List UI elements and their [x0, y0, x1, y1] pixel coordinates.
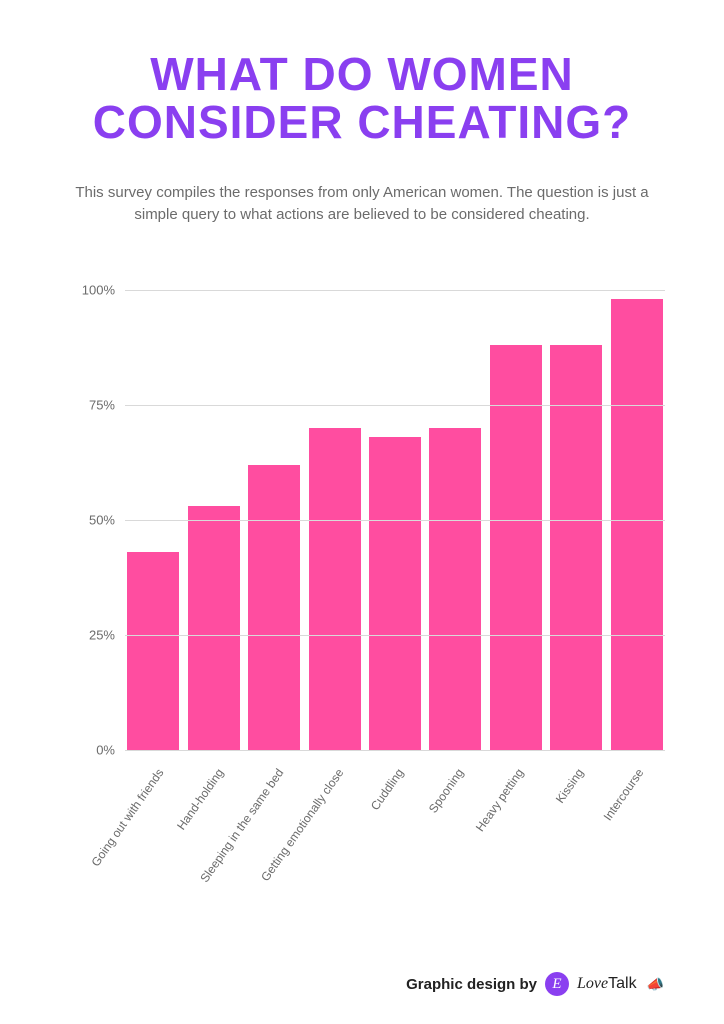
x-label-slot: Heavy petting [489, 758, 541, 908]
y-axis-label: 25% [55, 628, 115, 643]
bar [309, 428, 361, 750]
x-axis-label: Kissing [553, 766, 587, 806]
x-label-slot: Kissing [549, 758, 601, 908]
x-label-slot: Spooning [429, 758, 481, 908]
bar [248, 465, 300, 750]
plot-area [125, 290, 665, 750]
brand-name: LoveTalk [577, 975, 637, 993]
bar [429, 428, 481, 750]
x-axis-label: Going out with friends [88, 766, 166, 869]
x-label-slot: Getting emotionally close [309, 758, 361, 908]
gridline [125, 405, 665, 406]
footer-credit: Graphic design by E LoveTalk 📣 [406, 972, 664, 996]
x-axis-label: Hand-holding [174, 766, 226, 833]
y-axis-label: 50% [55, 513, 115, 528]
logo-badge-icon: E [545, 972, 569, 996]
bar [188, 506, 240, 750]
y-axis-label: 100% [55, 283, 115, 298]
bar [127, 552, 179, 750]
x-axis-label: Cuddling [368, 766, 407, 813]
x-label-slot: Intercourse [609, 758, 661, 908]
subtitle-text: This survey compiles the responses from … [0, 147, 724, 227]
x-label-slot: Going out with friends [129, 758, 181, 908]
y-axis-label: 0% [55, 743, 115, 758]
gridline [125, 520, 665, 521]
bar [369, 437, 421, 750]
x-axis-label: Spooning [426, 766, 467, 816]
x-axis-label: Intercourse [601, 766, 647, 823]
bar-chart: Going out with friendsHand-holdingSleepi… [55, 290, 675, 910]
megaphone-icon: 📣 [647, 976, 664, 993]
brand-script: Love [577, 975, 608, 992]
gridline [125, 750, 665, 751]
bar [611, 299, 663, 750]
gridline [125, 635, 665, 636]
brand-rest: Talk [608, 975, 636, 992]
x-label-slot: Cuddling [369, 758, 421, 908]
gridline [125, 290, 665, 291]
footer-prefix: Graphic design by [406, 976, 537, 993]
y-axis-label: 75% [55, 398, 115, 413]
page-title: WHAT DO WOMEN CONSIDER CHEATING? [0, 0, 724, 147]
x-axis-labels: Going out with friendsHand-holdingSleepi… [125, 758, 665, 908]
